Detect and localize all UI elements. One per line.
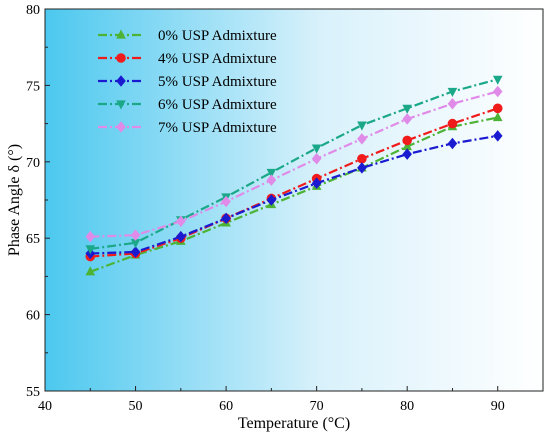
legend: 0% USP Admixture 4% USP Admixture 5% USP A… bbox=[98, 28, 277, 136]
legend-marker bbox=[116, 53, 126, 63]
x-tick-label: 50 bbox=[129, 399, 143, 414]
data-point bbox=[266, 194, 277, 206]
data-point bbox=[357, 162, 367, 174]
data-point bbox=[266, 168, 277, 179]
legend-marker bbox=[116, 121, 126, 133]
data-point bbox=[221, 195, 231, 208]
data-point bbox=[130, 239, 141, 249]
series-line bbox=[90, 134, 498, 255]
x-tick-label: 70 bbox=[310, 399, 324, 414]
data-point bbox=[357, 133, 367, 145]
legend-entry: 6% USP Admixture bbox=[98, 97, 277, 113]
data-point bbox=[357, 121, 367, 131]
x-tick-label: 80 bbox=[400, 399, 414, 414]
data-point bbox=[130, 229, 141, 241]
plot-background bbox=[45, 9, 543, 391]
data-point bbox=[311, 152, 322, 165]
data-point bbox=[85, 230, 96, 243]
data-point bbox=[176, 230, 186, 243]
data-point bbox=[85, 245, 96, 255]
data-point bbox=[221, 212, 231, 225]
y-axis-label: Phase Angle δ (°) bbox=[6, 144, 23, 256]
data-point bbox=[176, 215, 186, 228]
legend-entry: 4% USP Admixture bbox=[98, 51, 277, 67]
legend-entry: 0% USP Admixture bbox=[98, 28, 277, 44]
y-tick-label: 70 bbox=[26, 156, 40, 171]
series-line bbox=[90, 107, 499, 258]
data-point bbox=[402, 141, 412, 151]
data-point bbox=[447, 118, 458, 129]
legend-label: 5% USP Admixture bbox=[158, 74, 277, 90]
legend-label: 7% USP Admixture bbox=[158, 120, 277, 136]
legend-label: 4% USP Admixture bbox=[158, 51, 277, 67]
x-tick-label: 40 bbox=[38, 399, 52, 414]
data-point bbox=[85, 266, 96, 276]
y-tick-label: 55 bbox=[26, 385, 40, 400]
y-tick-label: 60 bbox=[26, 309, 40, 324]
data-point bbox=[492, 103, 503, 114]
data-point bbox=[130, 246, 141, 258]
x-axis-label: Temperature (°C) bbox=[238, 415, 350, 432]
data-point bbox=[311, 177, 322, 189]
data-point bbox=[492, 130, 503, 142]
axes: 40 50 60 70 80 90 55 60 65 70 75 80 bbox=[26, 3, 505, 414]
legend-label: 0% USP Admixture bbox=[158, 28, 277, 44]
legend-marker bbox=[116, 75, 126, 87]
series-3 bbox=[85, 75, 503, 255]
legend-entry: 5% USP Admixture bbox=[98, 74, 277, 90]
legend-label: 6% USP Admixture bbox=[158, 97, 277, 113]
data-point bbox=[402, 104, 412, 114]
x-tick-label: 60 bbox=[219, 399, 233, 414]
series-4 bbox=[85, 85, 503, 243]
data-point bbox=[492, 75, 503, 85]
y-tick-label: 65 bbox=[26, 232, 40, 247]
data-point bbox=[266, 174, 277, 186]
series-line bbox=[90, 90, 499, 238]
data-point bbox=[402, 113, 412, 125]
data-point bbox=[492, 85, 503, 98]
data-point bbox=[447, 137, 458, 150]
legend-entry: 7% USP Admixture bbox=[98, 120, 277, 136]
data-point bbox=[492, 111, 503, 122]
y-tick-label: 75 bbox=[26, 79, 40, 94]
series-line bbox=[90, 78, 499, 250]
data-point bbox=[447, 87, 458, 98]
y-tick-label: 80 bbox=[26, 3, 40, 18]
legend-marker bbox=[116, 29, 126, 39]
series-layer bbox=[85, 75, 503, 276]
data-point bbox=[402, 135, 412, 146]
data-point bbox=[357, 153, 367, 164]
x-tick-label: 90 bbox=[491, 399, 505, 414]
series-line bbox=[89, 116, 498, 273]
data-point bbox=[311, 144, 322, 154]
data-point bbox=[447, 97, 458, 110]
data-point bbox=[402, 148, 412, 160]
legend-marker bbox=[116, 100, 126, 110]
